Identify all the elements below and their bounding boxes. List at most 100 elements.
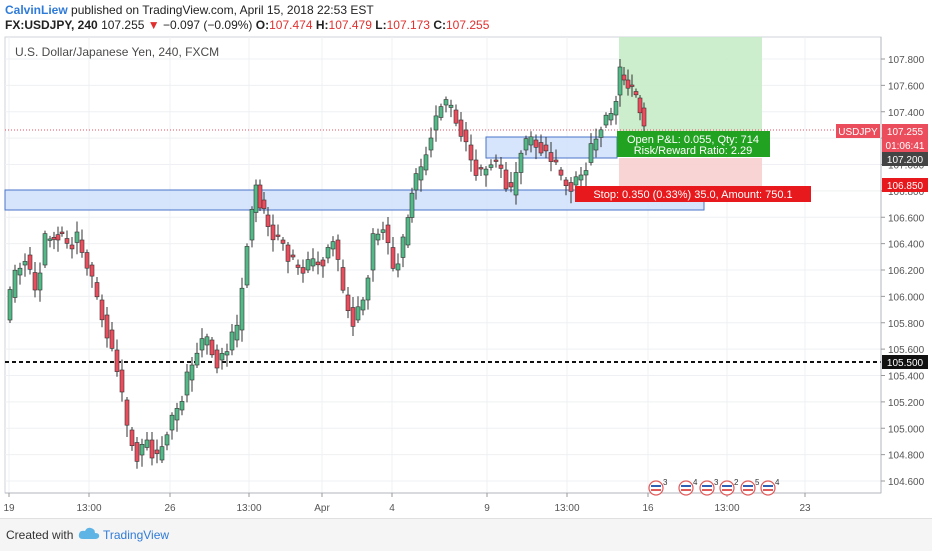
candle-body [395,263,401,271]
candle-body [335,239,341,260]
low-value: 107.173 [386,18,430,32]
candle-body [448,104,454,108]
candle-body [154,449,160,454]
economic-events[interactable]: 3 4 3 2 5 4 [648,478,780,496]
loss-zone[interactable] [619,158,762,187]
candle-body [144,439,150,448]
candle-body [74,231,80,243]
entry-tag: 107.200 [887,155,924,166]
stop-tag: 106.850 [887,181,924,192]
candle-body [385,224,391,244]
flag-us-icon[interactable] [719,480,735,496]
flag-us-icon[interactable] [760,480,776,496]
candle-body [463,129,469,143]
tradingview-brand-link[interactable]: TradingView [103,528,170,542]
candle-body [239,287,245,331]
candle-body [37,272,43,291]
candle-body [543,144,549,152]
candle-body [478,167,484,170]
price-tick: 107.800 [888,55,925,66]
event-count: 2 [734,478,739,487]
price-tag: 107.255 [887,127,924,138]
candle-body [468,144,474,161]
candle-body [558,169,564,176]
created-with-text: Created with [6,528,74,542]
author-link[interactable]: CalvinLiew [5,3,68,17]
candle-body [224,351,230,356]
candle-body [370,233,376,271]
candle-body [199,338,205,351]
candle-body [641,107,647,127]
candle-body [433,115,439,131]
flag-us-icon[interactable] [648,480,664,496]
event-count: 3 [714,478,719,487]
flag-us-icon[interactable] [699,480,715,496]
price-tick: 106.200 [888,266,925,277]
candle-body [637,97,643,114]
candle-body [598,129,604,138]
symbol-label[interactable]: FX:USDJPY, 240 [5,18,98,32]
candle-body [214,349,220,369]
chart-area[interactable]: U.S. Dollar/Japanese Yen, 240, FXCM 107.… [0,34,932,516]
profit-zone[interactable] [619,37,762,143]
last-price: 107.255 [101,18,145,32]
flag-stripe [743,489,753,491]
candle-body [625,79,631,89]
price-tick: 107.600 [888,81,925,92]
time-axis[interactable]: 19 13:00 26 13:00 Apr 4 9 13:00 16 13:00 23 [3,493,811,514]
candle-body [513,172,519,196]
candle-body [257,184,263,209]
candle-body [164,434,170,446]
low-label: L: [375,18,387,32]
price-chart[interactable]: U.S. Dollar/Japanese Yen, 240, FXCM 107.… [0,34,932,516]
candle-body [380,229,386,233]
time-tick: 13:00 [554,503,579,514]
candle-body [418,166,424,181]
candle-body [310,258,316,267]
pnl-label-bg[interactable] [617,131,770,157]
flag-stripe [681,485,691,487]
candle-body [17,267,23,276]
candle-body [32,272,38,291]
price-axis[interactable]: 107.800107.600107.400107.200107.000106.8… [881,55,925,488]
open-label: O: [255,18,270,32]
time-tick: 13:00 [76,503,101,514]
candle-body [27,254,33,270]
candle-body [603,114,609,126]
candle-body [483,168,489,176]
flag-stripe [722,489,732,491]
publish-line: CalvinLiew published on TradingView.com,… [5,3,374,17]
candle-body [330,241,336,250]
candle-body [617,66,623,96]
time-tick: 13:00 [714,503,739,514]
price-tick: 105.800 [888,319,925,330]
candle-body [275,234,281,237]
high-value: 107.479 [328,18,372,32]
candle-body [365,277,371,301]
candle-body [548,152,554,162]
candle-body [204,336,210,346]
price-tick: 106.000 [888,292,925,303]
time-tick: 16 [642,503,654,514]
flag-us-icon[interactable] [678,480,694,496]
price-tick: 104.600 [888,477,925,488]
candle-body [42,233,48,266]
candle-body [194,352,200,366]
candle-body [493,159,499,162]
candle-body [244,246,250,286]
candle-body [89,264,95,277]
candle-body [300,267,306,274]
candle-body [360,299,366,311]
flag-stripe [743,485,753,487]
candle-body [315,261,321,266]
time-tick: 26 [164,503,176,514]
candle-body [189,364,195,381]
candle-body [320,259,326,267]
footer: Created with TradingView [0,518,932,551]
candle-body [508,182,514,188]
flag-us-icon[interactable] [740,480,756,496]
stop-label-bg[interactable] [575,186,811,202]
candle-body [563,179,569,186]
open-value: 107.474 [269,18,313,32]
close-label: C: [433,18,446,32]
